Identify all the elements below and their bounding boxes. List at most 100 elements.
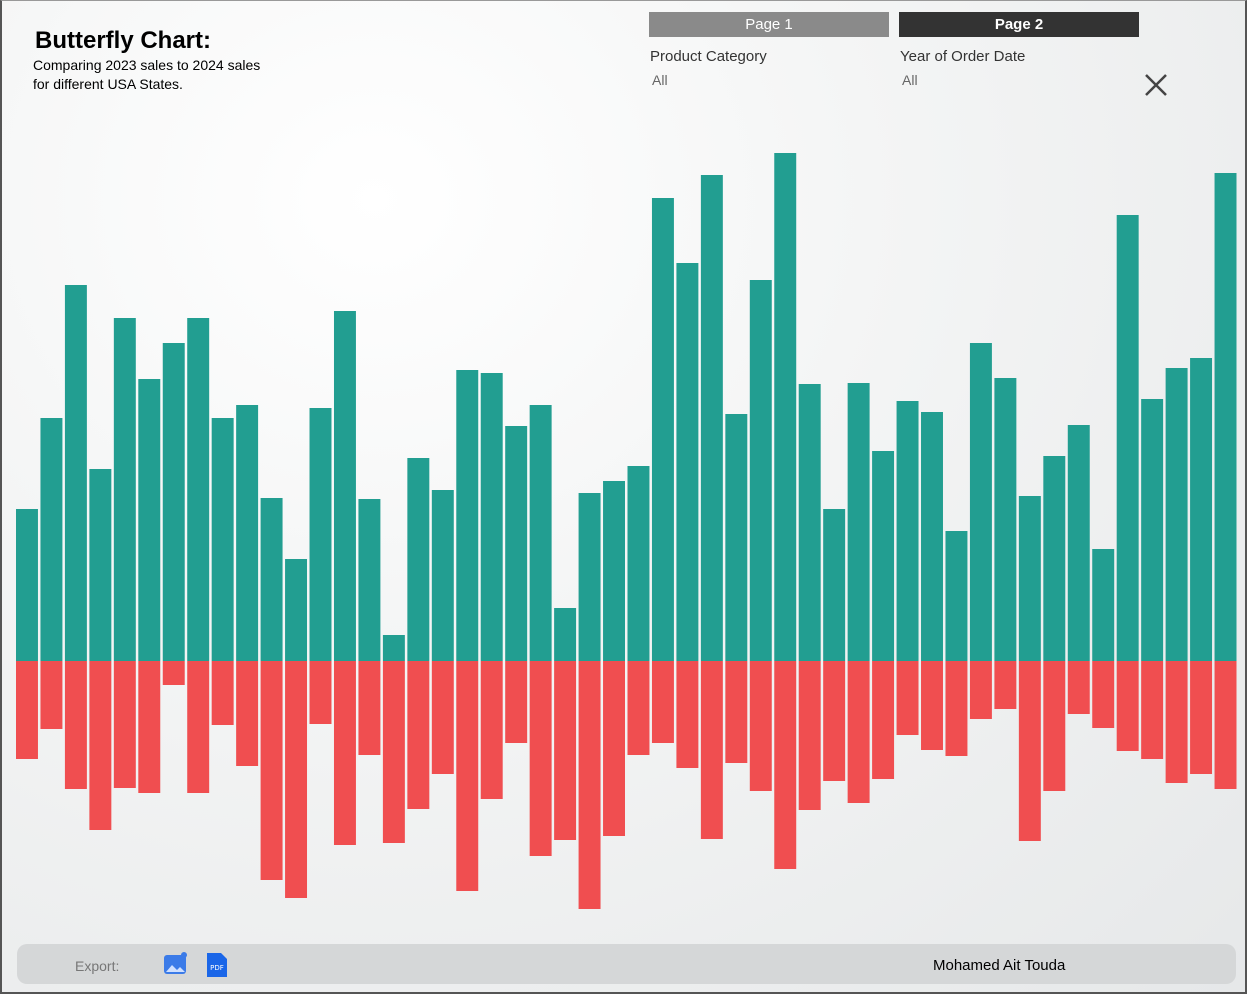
lower-bar — [40, 661, 63, 729]
upper-bar — [358, 499, 381, 661]
upper-bar — [969, 343, 992, 661]
lower-bar — [89, 661, 112, 830]
upper-bar — [113, 318, 136, 661]
lower-bar — [480, 661, 503, 799]
upper-bar — [1067, 425, 1090, 661]
upper-bar — [89, 469, 112, 661]
lower-bar — [578, 661, 601, 909]
upper-bar — [1116, 215, 1139, 661]
lower-bar — [603, 661, 625, 836]
lower-bar — [260, 661, 283, 880]
tab-button[interactable]: Page 1 — [649, 12, 889, 37]
lower-bar — [138, 661, 161, 793]
lower-bar — [847, 661, 870, 803]
lower-bar — [1018, 661, 1041, 841]
lower-bar — [994, 661, 1017, 709]
lower-bar — [554, 661, 577, 840]
lower-bar — [823, 661, 846, 781]
upper-bar — [603, 481, 625, 661]
subtitle: for different USA States. — [33, 76, 183, 92]
lower-bar — [700, 661, 723, 839]
upper-bar — [1092, 549, 1115, 661]
lower-bar — [456, 661, 479, 891]
upper-bar — [309, 408, 332, 661]
upper-bar — [676, 263, 699, 661]
upper-bar — [505, 426, 528, 661]
upper-bar — [40, 418, 63, 661]
lower-bar — [896, 661, 919, 735]
upper-bar — [138, 379, 161, 661]
upper-bar — [382, 635, 405, 661]
upper-bar — [187, 318, 210, 661]
filter-label: Product Category — [650, 48, 767, 65]
upper-bar — [333, 311, 356, 661]
upper-bar — [456, 370, 479, 661]
lower-bar — [505, 661, 528, 743]
upper-bar — [1141, 399, 1164, 661]
upper-bar — [480, 373, 503, 661]
lower-bar — [921, 661, 943, 750]
upper-bar — [236, 405, 259, 661]
upper-bar — [211, 418, 234, 661]
upper-bar — [578, 493, 601, 661]
upper-bar — [1190, 358, 1213, 661]
lower-bar — [162, 661, 185, 685]
upper-bar — [896, 401, 919, 661]
lower-bar — [285, 661, 308, 898]
tab-button[interactable]: Page 2 — [899, 12, 1139, 37]
upper-bar — [1214, 173, 1237, 661]
lower-bar — [945, 661, 968, 756]
lower-bar — [676, 661, 699, 768]
lower-bar — [1214, 661, 1237, 789]
lower-bar — [749, 661, 772, 791]
title: Butterfly Chart: — [35, 27, 212, 54]
lower-bar — [872, 661, 895, 779]
upper-bar — [847, 383, 870, 661]
filter-value[interactable]: All — [902, 72, 918, 88]
upper-bar — [872, 451, 895, 661]
close-button[interactable] — [1143, 72, 1169, 98]
lower-bar — [187, 661, 210, 793]
image-export-icon[interactable] — [163, 952, 189, 976]
filter-label: Year of Order Date — [900, 48, 1026, 65]
filter-value[interactable]: All — [652, 72, 668, 88]
lower-bar — [358, 661, 381, 755]
upper-bar — [529, 405, 552, 661]
lower-bar — [1043, 661, 1066, 791]
upper-bar — [1165, 368, 1188, 661]
lower-bar — [211, 661, 234, 725]
author: Mohamed Ait Touda — [933, 957, 1066, 974]
chart — [16, 153, 1237, 909]
lower-bar — [1092, 661, 1115, 728]
lower-bar — [1141, 661, 1164, 759]
upper-bar — [749, 280, 772, 661]
svg-text:PDF: PDF — [210, 964, 224, 972]
lower-bar — [407, 661, 430, 809]
upper-bar — [725, 414, 748, 661]
lower-bar — [1067, 661, 1090, 714]
lower-bar — [529, 661, 552, 856]
lower-bar — [431, 661, 454, 774]
lower-bar — [725, 661, 748, 763]
lower-bar — [382, 661, 405, 843]
upper-bar — [64, 285, 87, 661]
lower-bar — [1165, 661, 1188, 783]
lower-bar — [16, 661, 38, 759]
upper-bar — [994, 378, 1017, 661]
upper-bar — [162, 343, 185, 661]
pdf-export-icon[interactable]: PDF — [205, 951, 229, 979]
upper-bar — [407, 458, 430, 661]
upper-bar — [700, 175, 723, 661]
upper-bar — [945, 531, 968, 661]
upper-bar — [774, 153, 797, 661]
lower-bar — [1116, 661, 1139, 751]
export-label: Export: — [75, 958, 120, 974]
upper-bar — [627, 466, 650, 661]
upper-bar — [651, 198, 674, 661]
upper-bar — [16, 509, 38, 661]
upper-bar — [431, 490, 454, 661]
lower-bar — [969, 661, 992, 719]
lower-bar — [64, 661, 87, 789]
lower-bar — [774, 661, 797, 869]
